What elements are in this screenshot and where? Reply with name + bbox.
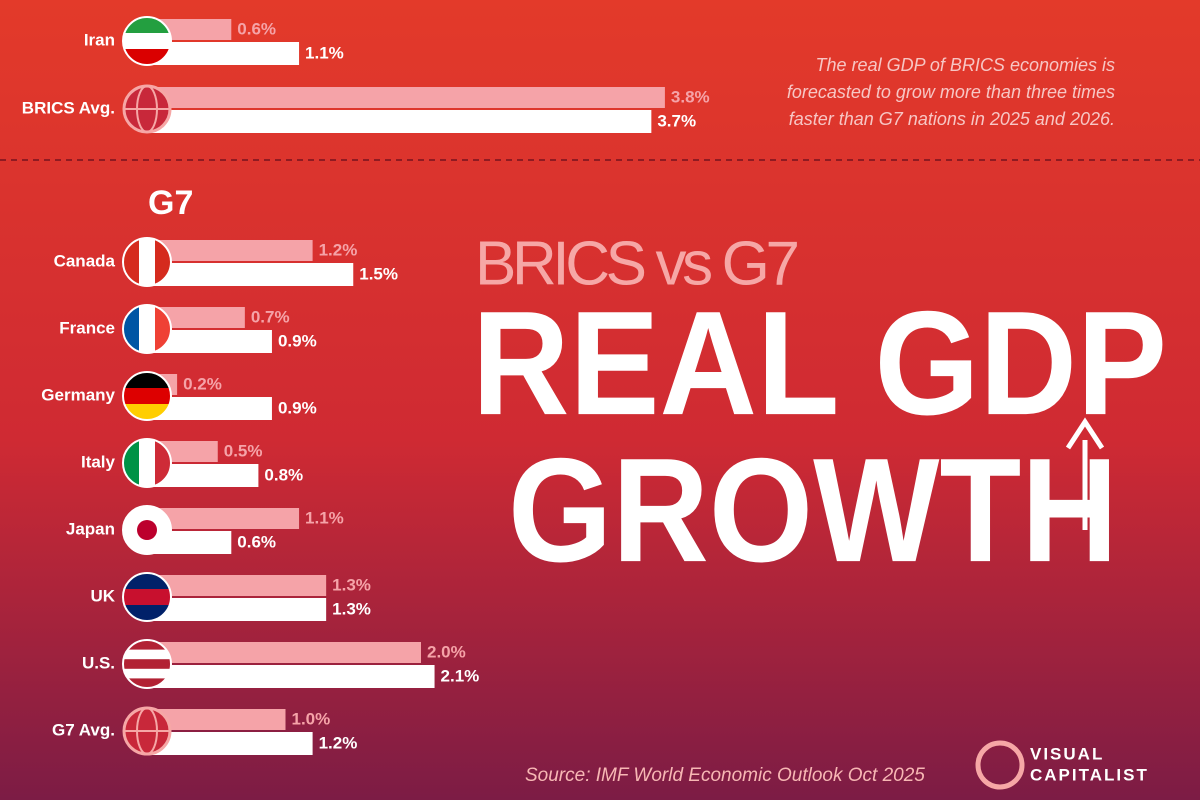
- bar: [150, 464, 259, 487]
- value-label: 3.8%: [671, 87, 710, 106]
- value-label: 1.1%: [305, 43, 344, 62]
- bar: [150, 110, 652, 133]
- flag-part: [123, 668, 171, 679]
- category-label: France: [59, 318, 115, 337]
- value-label: 1.5%: [359, 264, 398, 283]
- bar: [150, 575, 327, 596]
- flag-border: [122, 16, 172, 66]
- flag-part: [137, 520, 157, 540]
- brand: VISUAL: [1030, 744, 1104, 763]
- value-label: 1.2%: [319, 240, 358, 259]
- category-label: Canada: [54, 251, 116, 270]
- value-label: 0.6%: [237, 19, 276, 38]
- category-label: Japan: [66, 519, 115, 538]
- flag-part: [139, 238, 156, 286]
- bar: [150, 642, 421, 663]
- flag-part: [139, 305, 156, 353]
- value-label: 0.8%: [264, 465, 303, 484]
- category-label: Italy: [81, 452, 116, 471]
- category-label: Iran: [84, 30, 115, 49]
- bar: [150, 240, 313, 261]
- value-label: 0.7%: [251, 307, 290, 326]
- arrow-icon: [1065, 417, 1105, 530]
- value-label: 0.9%: [278, 331, 317, 350]
- category-label: G7 Avg.: [52, 720, 115, 739]
- bar: [150, 508, 300, 529]
- bar: [150, 709, 286, 730]
- headline: GROWTH: [508, 428, 1118, 593]
- group-title: G7: [148, 184, 193, 222]
- bar: [150, 307, 245, 328]
- flag-icon: [123, 17, 171, 65]
- flag-border: [122, 371, 172, 421]
- value-label: 0.5%: [224, 441, 263, 460]
- flag-border: [122, 572, 172, 622]
- flag-border: [122, 505, 172, 555]
- category-label: BRICS Avg.: [22, 98, 115, 117]
- note: The real GDP of BRICS economies is forec…: [786, 55, 1115, 129]
- brand-logo: [975, 740, 1025, 790]
- bar: [150, 263, 354, 286]
- bar: [150, 87, 665, 108]
- value-label: 2.1%: [441, 666, 480, 685]
- flag-border: [122, 304, 172, 354]
- category-label: U.S.: [82, 653, 115, 672]
- value-label: 1.2%: [319, 733, 358, 752]
- value-label: 1.3%: [332, 575, 371, 594]
- value-label: 0.6%: [237, 532, 276, 551]
- category-label: Germany: [41, 385, 115, 404]
- bar: [150, 665, 435, 688]
- flag-part: [123, 589, 171, 606]
- bar: [150, 598, 327, 621]
- value-label: 0.9%: [278, 398, 317, 417]
- bar: [150, 732, 313, 755]
- flag-icon: [123, 506, 171, 554]
- value-label: 2.0%: [427, 642, 466, 661]
- bar: [150, 42, 300, 65]
- source: Source: IMF World Economic Outlook Oct 2…: [525, 765, 925, 786]
- headline: REAL GDP: [472, 281, 1167, 446]
- category-label: UK: [90, 586, 115, 605]
- value-label: 1.1%: [305, 508, 344, 527]
- bar: [150, 330, 272, 353]
- flag-part: [123, 388, 171, 405]
- value-label: 3.7%: [657, 111, 696, 130]
- flag-part: [139, 439, 156, 487]
- flag-icon: [123, 305, 171, 353]
- flag-border: [122, 639, 172, 689]
- flag-icon: [123, 640, 171, 688]
- flag-part: [123, 678, 171, 688]
- flag-icon: [123, 238, 171, 286]
- flag-part: [123, 33, 171, 50]
- brand: CAPITALIST: [1030, 765, 1149, 784]
- bar: [150, 397, 272, 420]
- value-label: 1.3%: [332, 599, 371, 618]
- flag-border: [122, 438, 172, 488]
- flag-icon: [123, 439, 171, 487]
- flag-border: [122, 237, 172, 287]
- flag-part: [123, 659, 171, 670]
- flag-part: [123, 649, 171, 660]
- flag-part: [123, 640, 171, 651]
- subtitle: BRICS vs G7: [475, 229, 800, 298]
- value-label: 1.0%: [292, 709, 331, 728]
- value-label: 0.2%: [183, 374, 222, 393]
